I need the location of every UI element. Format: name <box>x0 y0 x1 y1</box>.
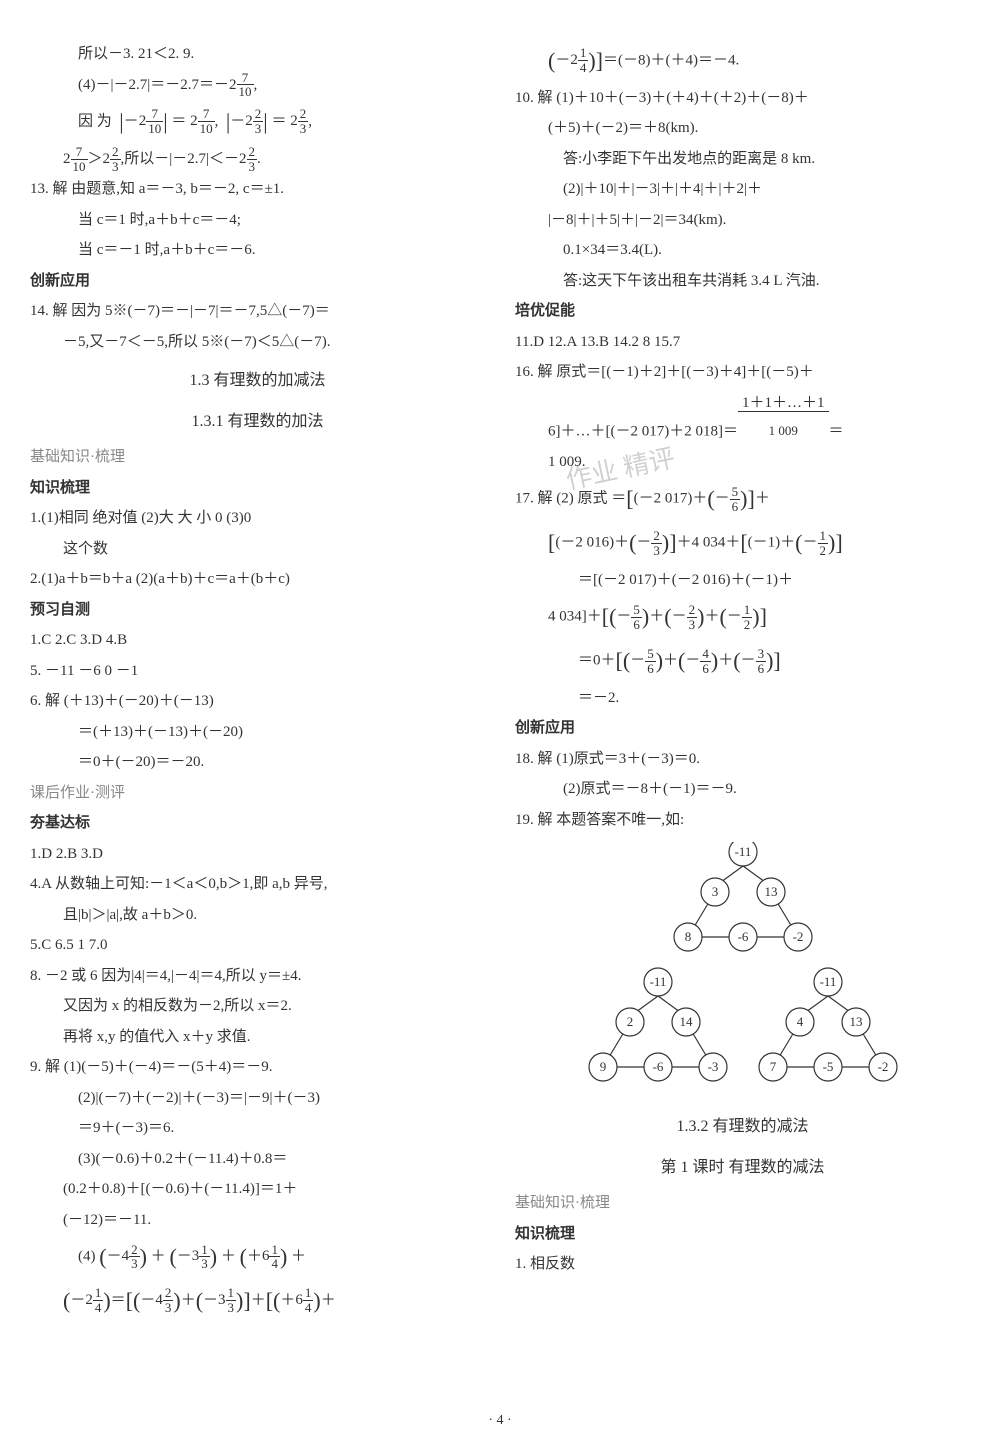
d9c: ＝9＋(－3)＝6. <box>30 1114 485 1143</box>
r16f: 1 009. <box>515 448 970 477</box>
d4a: 4.A 从数轴上可知:－1＜a＜0,b＞1,即 a,b 异号, <box>30 870 485 899</box>
svg-text:-5: -5 <box>822 1059 833 1074</box>
r11: 11.D 12.A 13.B 14.2 8 15.7 <box>515 328 970 357</box>
text-line: 因 为 |－2710| ＝ 2710, |－223| ＝ 223, <box>30 101 485 143</box>
svg-text:-6: -6 <box>652 1059 663 1074</box>
q13a: 当 c＝1 时,a＋b＋c＝－4; <box>30 206 485 235</box>
triangle-diagrams: -11 3 13 8 -6 -2 -11 2 14 9 -6 -3 -11 4 13 7 -5 -2 <box>515 842 970 1102</box>
r10c: 答:小李距下午出发地点的距离是 8 km. <box>515 145 970 174</box>
q13b: 当 c＝－1 时,a＋b＋c＝－6. <box>30 236 485 265</box>
svg-text:14: 14 <box>679 1014 693 1029</box>
svg-text:-2: -2 <box>877 1059 888 1074</box>
q14b: －5,又－7＜－5,所以 5※(－7)＜5△(－7). <box>30 328 485 357</box>
heading-innovation-r: 创新应用 <box>515 714 970 743</box>
r17f: ＝－2. <box>515 684 970 713</box>
svg-text:-2: -2 <box>792 929 803 944</box>
r17d: 4 034]＋[(－56)＋(－23)＋(－12)] <box>515 596 970 638</box>
svg-text:-6: -6 <box>737 929 748 944</box>
heading-foundation: 夯基达标 <box>30 809 485 838</box>
d1: 1.D 2.B 3.D <box>30 840 485 869</box>
section-title-13: 1.3 有理数的加减法 <box>30 366 485 396</box>
section-title-131: 1.3.1 有理数的加法 <box>30 407 485 437</box>
svg-text:2: 2 <box>626 1014 633 1029</box>
r19: 19. 解 本题答案不唯一,如: <box>515 806 970 835</box>
r17c: ＝[(－2 017)＋(－2 016)＋(－1)＋ <box>515 566 970 595</box>
r10g: 答:这天下午该出租车共消耗 3.4 L 汽油. <box>515 267 970 296</box>
text-line: 2710＞223,所以－|－2.7|＜－223. <box>30 145 485 174</box>
svg-text:13: 13 <box>849 1014 862 1029</box>
d9a: 9. 解 (1)(－5)＋(－4)＝－(5＋4)＝－9. <box>30 1053 485 1082</box>
heading-homework: 课后作业·测评 <box>30 779 485 808</box>
r17b: [(－2 016)＋(－23)]＋4 034＋[(－1)＋(－12)] <box>515 522 970 564</box>
text: ＝(－8)＋(＋4)＝－4. <box>603 52 739 68</box>
k1: 1.(1)相同 绝对值 (2)大 大 小 0 (3)0 <box>30 504 485 533</box>
text: 所以－|－2.7|＜－ <box>124 151 239 167</box>
svg-text:4: 4 <box>796 1014 803 1029</box>
heading-knowledge-r: 知识梳理 <box>515 1220 970 1249</box>
svg-text:8: 8 <box>684 929 691 944</box>
right-column: (－214)]＝(－8)＋(＋4)＝－4. 10. 解 (1)＋10＋(－3)＋… <box>515 40 970 1324</box>
d9f: (－12)＝－11. <box>30 1206 485 1235</box>
p5: 5. －11 －6 0 －1 <box>30 657 485 686</box>
d9-4: (4) (－423) ＋ (－313) ＋ (＋614) ＋ <box>30 1236 485 1278</box>
p6c: ＝0＋(－20)＝－20. <box>30 748 485 777</box>
d9d: (3)(－0.6)＋0.2＋(－11.4)＋0.8＝ <box>30 1145 485 1174</box>
heading-preview: 预习自测 <box>30 596 485 625</box>
d9e: (0.2＋0.8)＋[(－0.6)＋(－11.4)]＝1＋ <box>30 1175 485 1204</box>
r0: (－214)]＝(－8)＋(＋4)＝－4. <box>515 40 970 82</box>
triangles-svg: -11 3 13 8 -6 -2 -11 2 14 9 -6 -3 -11 4 13 7 -5 -2 <box>563 842 923 1102</box>
r17e: ＝0＋[(－56)＋(－46)＋(－36)] <box>515 640 970 682</box>
text: , <box>254 77 258 93</box>
svg-text:13: 13 <box>764 884 777 899</box>
section-title-132: 1.3.2 有理数的减法 <box>515 1112 970 1142</box>
d9-4b: (－214)＝[(－423)＋(－313)]＋[(＋614)＋ <box>30 1280 485 1322</box>
heading-knowledge: 知识梳理 <box>30 474 485 503</box>
svg-text:9: 9 <box>599 1059 606 1074</box>
r16b: 6]＋…＋[(－2 017)＋2 018]＝1＋1＋…＋11 009＝ <box>515 389 970 446</box>
svg-text:3: 3 <box>711 884 718 899</box>
heading-peiyou: 培优促能 <box>515 297 970 326</box>
left-column: 所以－3. 21＜2. 9. (4)－|－2.7|＝－2.7＝－2710, 因 … <box>30 40 485 1324</box>
r10a: 10. 解 (1)＋10＋(－3)＋(＋4)＋(＋2)＋(－8)＋ <box>515 84 970 113</box>
r18b: (2)原式＝－8＋(－1)＝－9. <box>515 775 970 804</box>
text: 因 为 <box>78 113 112 129</box>
q14a: 14. 解 因为 5※(－7)＝－|－7|＝－7,5△(－7)＝ <box>30 297 485 326</box>
k1b: 这个数 <box>30 535 485 564</box>
svg-text:7: 7 <box>769 1059 776 1074</box>
heading-innovation: 创新应用 <box>30 267 485 296</box>
page-number: · 4 · <box>30 1408 970 1435</box>
heading-basics: 基础知识·梳理 <box>30 443 485 472</box>
d8b: 又因为 x 的相反数为－2,所以 x＝2. <box>30 992 485 1021</box>
r17a: 17. 解 (2) 原式 ＝[(－2 017)＋(－56)]＋ <box>515 478 970 520</box>
p1: 1.C 2.C 3.D 4.B <box>30 626 485 655</box>
svg-text:-11: -11 <box>734 844 751 859</box>
r10f: 0.1×34＝3.4(L). <box>515 236 970 265</box>
text-line: (4)－|－2.7|＝－2.7＝－2710, <box>30 71 485 100</box>
svg-text:-11: -11 <box>649 974 666 989</box>
d4b: 且|b|＞|a|,故 a＋b＞0. <box>30 901 485 930</box>
r16a: 16. 解 原式＝[(－1)＋2]＋[(－3)＋4]＋[(－5)＋ <box>515 358 970 387</box>
svg-text:-11: -11 <box>819 974 836 989</box>
heading-basics-r: 基础知识·梳理 <box>515 1189 970 1218</box>
d8c: 再将 x,y 的值代入 x＋y 求值. <box>30 1023 485 1052</box>
rk1: 1. 相反数 <box>515 1250 970 1279</box>
q13: 13. 解 由题意,知 a＝－3, b＝－2, c＝±1. <box>30 175 485 204</box>
d9b: (2)|(－7)＋(－2)|＋(－3)＝|－9|＋(－3) <box>30 1084 485 1113</box>
p6b: ＝(＋13)＋(－13)＋(－20) <box>30 718 485 747</box>
d8a: 8. －2 或 6 因为|4|＝4,|－4|＝4,所以 y＝±4. <box>30 962 485 991</box>
text: (4)－|－2.7|＝－2.7＝－ <box>78 77 229 93</box>
page-columns: 所以－3. 21＜2. 9. (4)－|－2.7|＝－2.7＝－2710, 因 … <box>30 40 970 1324</box>
r18a: 18. 解 (1)原式＝3＋(－3)＝0. <box>515 745 970 774</box>
p6a: 6. 解 (＋13)＋(－20)＋(－13) <box>30 687 485 716</box>
k2: 2.(1)a＋b＝b＋a (2)(a＋b)＋c＝a＋(b＋c) <box>30 565 485 594</box>
mixed-fraction: 2710 <box>229 71 254 100</box>
text-line: 所以－3. 21＜2. 9. <box>30 40 485 69</box>
r10d: (2)|＋10|＋|－3|＋|＋4|＋|＋2|＋ <box>515 175 970 204</box>
section-title-132a: 第 1 课时 有理数的减法 <box>515 1153 970 1183</box>
svg-text:-3: -3 <box>707 1059 718 1074</box>
r10b: (＋5)＋(－2)＝＋8(km). <box>515 114 970 143</box>
r10e: |－8|＋|＋5|＋|－2|＝34(km). <box>515 206 970 235</box>
text: ＝ <box>171 113 186 129</box>
d5: 5.C 6.5 1 7.0 <box>30 931 485 960</box>
